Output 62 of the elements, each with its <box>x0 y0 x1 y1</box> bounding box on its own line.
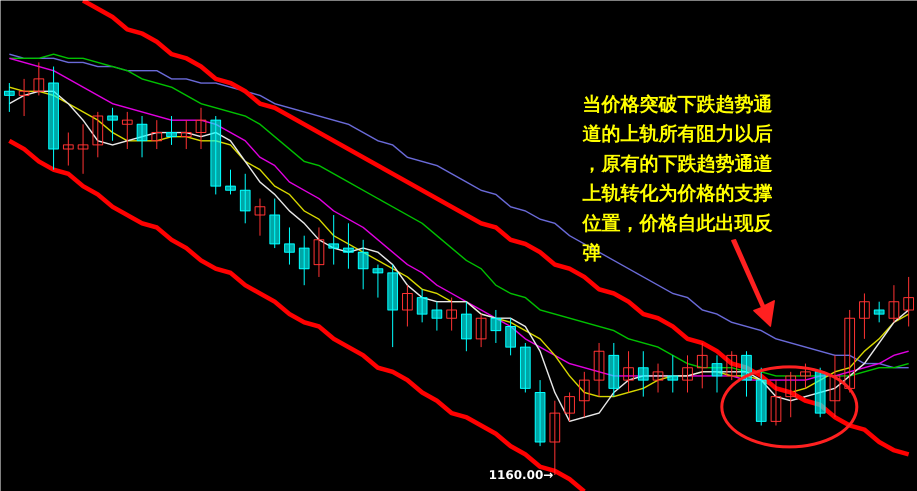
candlestick <box>254 198 266 236</box>
candlestick <box>564 392 575 422</box>
candlestick <box>4 82 15 112</box>
candlestick <box>107 107 118 142</box>
candlestick <box>652 363 664 393</box>
candlestick <box>166 116 177 146</box>
candlestick <box>225 169 236 195</box>
candlestick <box>402 284 413 327</box>
candlestick <box>136 116 148 158</box>
candlestick <box>298 235 310 286</box>
candlestick <box>461 301 472 352</box>
candlestick <box>844 309 856 393</box>
candlestick <box>122 111 133 150</box>
candlestick <box>726 350 738 381</box>
candlestick <box>534 380 546 447</box>
candlestick <box>151 120 162 150</box>
annotation: 当价格突破下跌趋势通道的上轨所有阻力以后，原有的下跌趋势通道上轨转化为价格的支撑位置，价格自此出现反弹 <box>582 94 772 264</box>
candlestick <box>18 78 30 117</box>
candlestick <box>372 264 384 298</box>
candlestick <box>328 214 340 266</box>
candlestick <box>667 354 678 393</box>
candlestick <box>756 367 767 426</box>
candlestick <box>33 62 44 96</box>
candlestick <box>770 380 782 426</box>
candlestick <box>785 371 796 418</box>
candlestick <box>78 124 88 174</box>
candlestick <box>490 309 502 344</box>
candlestick <box>830 354 840 418</box>
candlestick <box>608 342 620 398</box>
candlestick <box>638 350 649 398</box>
candlestick <box>269 198 280 249</box>
candlestick <box>180 120 192 150</box>
candlestick <box>240 173 251 224</box>
candlestick <box>343 222 354 270</box>
candlestick <box>696 342 708 389</box>
annotation: 1160.00→ <box>488 468 554 482</box>
candlestick <box>446 297 457 332</box>
candlestick <box>358 239 369 290</box>
candlestick <box>682 354 693 393</box>
candlestick <box>903 276 914 327</box>
candlestick <box>623 350 634 393</box>
candlestick <box>432 301 442 332</box>
candlestick <box>712 354 722 393</box>
candlestick <box>814 367 826 418</box>
candlestick <box>92 111 104 158</box>
candlestick <box>578 371 590 418</box>
candlestick <box>888 284 900 323</box>
candlestick <box>62 132 74 166</box>
candlestick <box>476 314 486 348</box>
candlestick <box>48 66 59 170</box>
candlestick <box>416 288 428 323</box>
candlestick <box>196 107 206 150</box>
candlestick <box>800 363 811 389</box>
candlestick <box>874 301 885 323</box>
candlestick <box>387 264 398 348</box>
candlestick <box>594 342 604 398</box>
candlestick <box>210 116 222 195</box>
candlestick <box>505 318 516 356</box>
candlestick <box>859 292 870 340</box>
candlestick <box>284 226 295 266</box>
candlestick <box>314 226 324 278</box>
candlestick <box>520 342 531 393</box>
